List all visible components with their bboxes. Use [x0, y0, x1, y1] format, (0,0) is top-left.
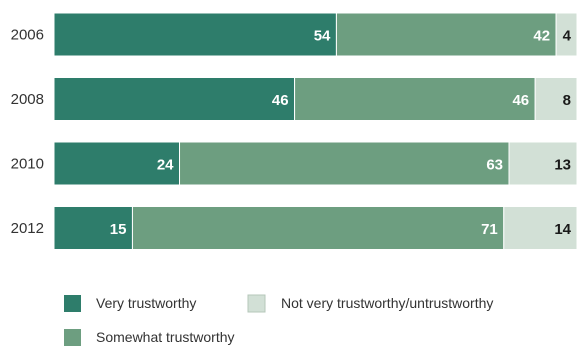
category-label: 2010: [11, 156, 44, 173]
data-label: 63: [486, 157, 503, 174]
data-label: 71: [481, 221, 498, 238]
legend-label: Somewhat trustworthy: [96, 329, 235, 345]
bar-segment: [53, 77, 296, 121]
data-label: 42: [533, 28, 550, 45]
category-label: 2012: [11, 220, 44, 237]
bar-segment: [53, 206, 133, 250]
data-label: 8: [563, 92, 571, 109]
legend-swatch: [247, 294, 266, 313]
legend-label: Not very trustworthy/untrustworthy: [281, 295, 493, 311]
legend-label: Very trustworthy: [96, 295, 196, 311]
category-label: 2006: [11, 27, 44, 44]
bar-segment: [131, 206, 505, 250]
data-label: 15: [110, 221, 127, 238]
bar-segment: [503, 206, 577, 250]
bar-segment: [335, 12, 557, 57]
data-label: 54: [314, 28, 331, 45]
data-label: 14: [554, 221, 571, 238]
legend-swatch: [64, 329, 81, 346]
bar-segment: [179, 141, 510, 186]
data-label: 24: [157, 157, 174, 174]
legend-swatch: [64, 295, 81, 312]
bar-segment: [294, 77, 536, 121]
bar-segment: [53, 12, 337, 57]
data-label: 4: [563, 28, 572, 45]
data-label: 46: [272, 92, 289, 109]
category-label: 2008: [11, 91, 44, 108]
bar-segment: [508, 141, 577, 186]
data-label: 13: [554, 157, 571, 174]
bar-segment: [53, 141, 181, 186]
bar-segment: [555, 12, 577, 57]
data-label: 46: [512, 92, 529, 109]
